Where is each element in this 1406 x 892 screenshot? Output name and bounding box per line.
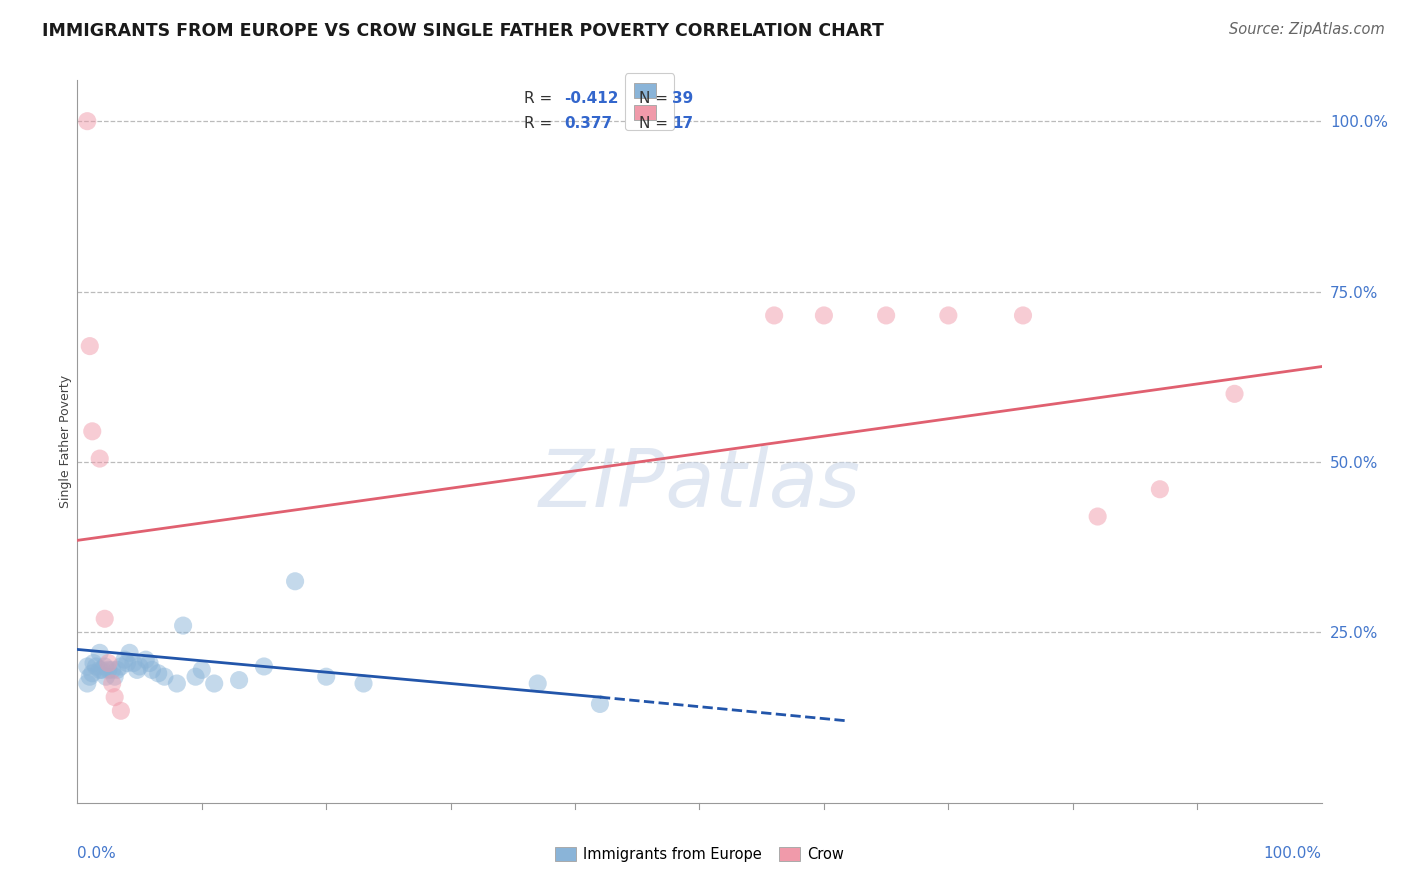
Point [89, 451, 111, 466]
Point [141, 663, 163, 677]
Point [79, 670, 101, 684]
Point [79, 339, 101, 353]
Point [118, 646, 141, 660]
Point [104, 670, 127, 684]
Point [115, 656, 138, 670]
Point [253, 659, 276, 673]
Text: 39: 39 [672, 91, 693, 106]
Text: IMMIGRANTS FROM EUROPE VS CROW SINGLE FATHER POVERTY CORRELATION CHART: IMMIGRANTS FROM EUROPE VS CROW SINGLE FA… [42, 22, 884, 40]
Point [128, 659, 150, 673]
Point [82, 666, 104, 681]
Point [76, 114, 98, 128]
Text: R =: R = [524, 116, 557, 131]
Point [1012, 309, 1035, 323]
Point [105, 663, 128, 677]
Point [172, 618, 194, 632]
Point [101, 663, 124, 677]
Point [91, 663, 114, 677]
Point [191, 663, 214, 677]
Point [94, 670, 117, 684]
Text: Source: ZipAtlas.com: Source: ZipAtlas.com [1229, 22, 1385, 37]
Point [101, 676, 124, 690]
Point [763, 309, 786, 323]
Point [138, 656, 160, 670]
Point [76, 659, 98, 673]
Point [135, 653, 157, 667]
Text: N =: N = [638, 116, 672, 131]
Point [589, 697, 612, 711]
Text: N =: N = [638, 91, 672, 106]
Point [315, 670, 337, 684]
Point [89, 646, 111, 660]
Point [83, 656, 105, 670]
Point [104, 690, 127, 705]
Point [202, 676, 225, 690]
Point [526, 676, 548, 690]
Point [1223, 387, 1246, 401]
Point [76, 676, 98, 690]
Text: ZIPatlas: ZIPatlas [538, 446, 860, 524]
Point [82, 425, 104, 439]
Text: R =: R = [524, 91, 557, 106]
Point [1087, 509, 1109, 524]
Point [284, 574, 307, 589]
Point [110, 704, 132, 718]
Point [1149, 482, 1171, 496]
Text: 0.0%: 0.0% [77, 847, 117, 861]
Point [875, 309, 897, 323]
Point [184, 670, 207, 684]
Point [353, 676, 375, 690]
Point [813, 309, 835, 323]
Text: 100.0%: 100.0% [1264, 847, 1322, 861]
Point [89, 663, 111, 677]
Point [148, 666, 170, 681]
Point [93, 612, 115, 626]
Text: -0.412: -0.412 [564, 91, 619, 106]
Point [93, 659, 115, 673]
Y-axis label: Single Father Poverty: Single Father Poverty [59, 375, 72, 508]
Point [228, 673, 250, 687]
Point [936, 309, 959, 323]
Point [97, 656, 120, 670]
Point [110, 659, 132, 673]
Point [114, 653, 136, 667]
Legend: Immigrants from Europe, Crow: Immigrants from Europe, Crow [550, 841, 849, 868]
Point [122, 656, 145, 670]
Point [84, 659, 107, 673]
Point [97, 663, 120, 677]
Text: 17: 17 [672, 116, 693, 131]
Text: 0.377: 0.377 [564, 116, 612, 131]
Point [166, 676, 188, 690]
Point [153, 670, 176, 684]
Point [125, 663, 148, 677]
